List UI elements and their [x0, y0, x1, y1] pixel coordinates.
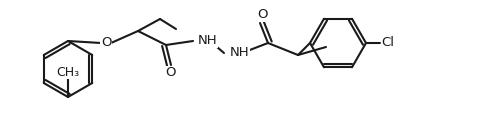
Text: Cl: Cl — [382, 36, 394, 50]
Text: O: O — [101, 36, 111, 50]
Text: NH: NH — [230, 47, 250, 59]
Text: O: O — [257, 9, 267, 22]
Text: O: O — [166, 67, 176, 79]
Text: NH: NH — [198, 34, 218, 47]
Text: CH₃: CH₃ — [56, 66, 80, 79]
